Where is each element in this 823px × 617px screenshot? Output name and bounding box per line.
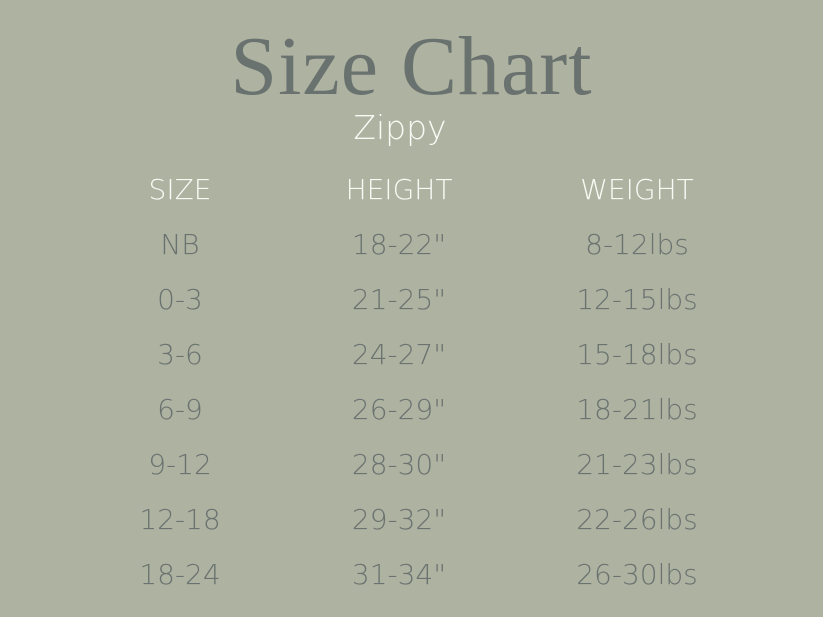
- cell-size: NB: [160, 228, 200, 261]
- cell-weight: 12-15lbs: [576, 283, 698, 316]
- cell-height: 18-22": [351, 228, 447, 261]
- cell-size: 3-6: [157, 338, 203, 371]
- column-header-size: SIZE: [148, 173, 212, 206]
- cell-height: 26-29": [351, 393, 447, 426]
- cell-weight: 26-30lbs: [576, 558, 698, 591]
- cell-size: 6-9: [157, 393, 203, 426]
- product-name: Zippy: [353, 108, 447, 147]
- cell-weight: 15-18lbs: [576, 338, 698, 371]
- cell-height: 29-32": [351, 503, 447, 536]
- cell-size: 12-18: [139, 503, 221, 536]
- cell-weight: 21-23lbs: [576, 448, 698, 481]
- column-header-height: HEIGHT: [345, 173, 453, 206]
- cell-size: 0-3: [157, 283, 203, 316]
- cell-height: 28-30": [351, 448, 447, 481]
- cell-size: 9-12: [148, 448, 212, 481]
- column-header-weight: WEIGHT: [580, 173, 694, 206]
- cell-height: 31-34": [351, 558, 447, 591]
- cell-weight: 18-21lbs: [576, 393, 698, 426]
- page-title: Size Chart: [230, 20, 593, 113]
- cell-size: 18-24: [139, 558, 221, 591]
- cell-height: 24-27": [351, 338, 447, 371]
- cell-weight: 8-12lbs: [585, 228, 689, 261]
- cell-weight: 22-26lbs: [576, 503, 698, 536]
- cell-height: 21-25": [351, 283, 447, 316]
